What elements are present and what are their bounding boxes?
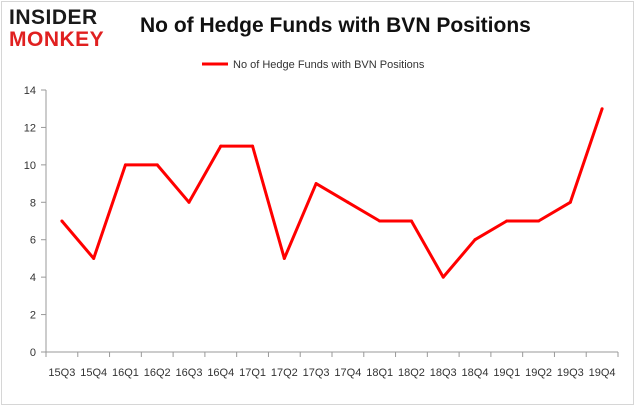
axes [41, 89, 619, 357]
y-tick-label: 10 [24, 160, 36, 172]
x-tick-label: 16Q3 [176, 367, 203, 379]
tick-labels: 0 2 4 6 8 10 12 14 15Q3 15Q4 16Q1 16Q2 16Q3 16Q4 17Q1 1… [24, 85, 616, 379]
y-tick-label: 12 [24, 122, 36, 134]
y-tick-label: 0 [30, 347, 36, 359]
x-tick-label: 18Q1 [366, 367, 393, 379]
data-point [441, 275, 445, 279]
data-point [378, 219, 382, 223]
x-tick-label: 18Q4 [462, 367, 489, 379]
data-point [600, 107, 604, 111]
y-tick-label: 8 [30, 197, 36, 209]
x-tick-label: 16Q4 [207, 367, 234, 379]
y-tick-label: 14 [24, 85, 36, 97]
plot-area [60, 107, 604, 279]
x-tick-label: 17Q1 [239, 367, 266, 379]
x-tick-label: 19Q1 [493, 367, 520, 379]
x-tick-label: 19Q3 [557, 367, 584, 379]
y-tick-label: 6 [30, 235, 36, 247]
x-tick-label: 19Q4 [589, 367, 616, 379]
data-point [473, 238, 477, 242]
x-tick-label: 17Q3 [303, 367, 330, 379]
data-point [219, 144, 223, 148]
data-point [409, 219, 413, 223]
x-tick-label: 18Q2 [398, 367, 425, 379]
data-point [123, 163, 127, 167]
data-point [60, 219, 64, 223]
data-point [282, 256, 286, 260]
x-tick-label: 18Q3 [430, 367, 457, 379]
logo-line-2: MONKEY [9, 28, 105, 51]
x-tick-label: 16Q1 [112, 367, 139, 379]
insider-monkey-logo: INSIDER MONKEY [9, 4, 129, 51]
series-line [60, 108, 604, 279]
data-point [187, 200, 191, 204]
x-tick-label: 16Q2 [144, 367, 171, 379]
data-point [314, 182, 318, 186]
data-point [92, 256, 96, 260]
x-tick-label: 15Q3 [48, 367, 75, 379]
legend: No of Hedge Funds with BVN Positions [202, 59, 425, 71]
data-point [346, 200, 350, 204]
y-tick-label: 2 [30, 310, 36, 322]
logo-line-1: INSIDER [9, 6, 98, 29]
data-point [251, 144, 255, 148]
data-point [155, 163, 159, 167]
chart-title: No of Hedge Funds with BVN Positions [140, 14, 531, 37]
x-tick-label: 17Q2 [271, 367, 298, 379]
data-point [505, 219, 509, 223]
data-point [537, 219, 541, 223]
data-point [568, 200, 572, 204]
x-tick-label: 17Q4 [334, 367, 361, 379]
x-tick-label: 15Q4 [80, 367, 107, 379]
x-tick-label: 19Q2 [525, 367, 552, 379]
y-tick-label: 4 [30, 272, 36, 284]
legend-label: No of Hedge Funds with BVN Positions [233, 59, 425, 71]
